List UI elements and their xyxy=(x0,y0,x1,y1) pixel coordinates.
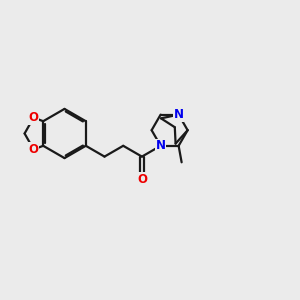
Text: O: O xyxy=(28,143,39,156)
Text: O: O xyxy=(28,111,39,124)
Text: N: N xyxy=(174,108,184,121)
Text: N: N xyxy=(156,139,166,152)
Text: O: O xyxy=(137,173,147,186)
